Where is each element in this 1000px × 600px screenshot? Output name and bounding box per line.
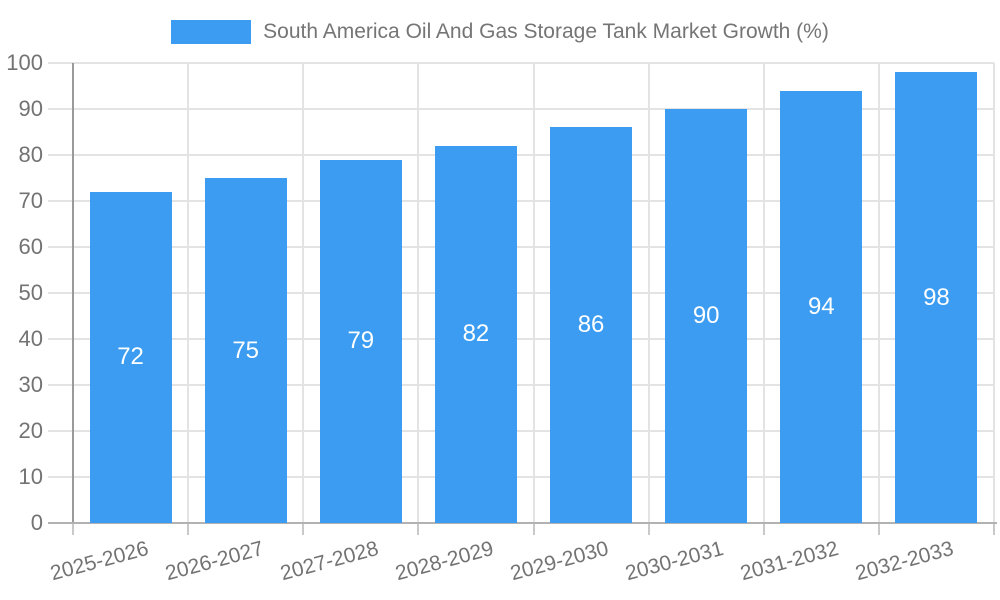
v-gridline <box>187 63 190 523</box>
x-axis-tick <box>302 524 305 535</box>
x-axis-tick <box>187 524 190 535</box>
h-gridline <box>48 200 994 202</box>
y-tick-label: 0 <box>30 510 43 535</box>
bar-value-label: 82 <box>462 320 490 348</box>
y-tick-label: 60 <box>18 234 43 259</box>
y-tick-label: 20 <box>18 418 43 443</box>
h-gridline <box>48 384 994 386</box>
y-tick-label: 40 <box>18 326 43 351</box>
y-tick-label: 30 <box>18 372 43 397</box>
bar-value-label: 98 <box>923 283 950 311</box>
h-gridline <box>48 430 994 432</box>
y-tick-label: 50 <box>18 280 43 305</box>
h-gridline <box>48 154 994 156</box>
v-gridline <box>302 63 305 523</box>
legend-label: South America Oil And Gas Storage Tank M… <box>263 20 829 43</box>
h-gridline <box>48 292 994 294</box>
v-gridline <box>532 63 535 523</box>
h-gridline <box>48 62 994 64</box>
bar-value-label: 75 <box>232 336 260 364</box>
h-gridline <box>48 338 994 340</box>
legend-item[interactable]: South America Oil And Gas Storage Tank M… <box>0 19 1000 45</box>
bar-value-label: 94 <box>807 292 835 320</box>
bar[interactable]: 72 <box>89 191 172 523</box>
x-axis-tick <box>762 524 765 535</box>
y-tick-label: 90 <box>18 96 43 121</box>
v-gridline <box>647 63 650 523</box>
h-gridline <box>48 108 994 110</box>
x-axis-tick <box>532 524 535 535</box>
y-axis-line <box>72 63 74 523</box>
h-gridline <box>48 246 994 248</box>
v-gridline <box>762 63 765 523</box>
bar[interactable]: 82 <box>434 145 517 523</box>
y-tick-label: 80 <box>18 142 43 167</box>
x-axis-tick <box>877 524 880 535</box>
legend-swatch <box>171 20 252 44</box>
x-axis-tick <box>993 524 995 535</box>
y-tick-label: 70 <box>18 188 43 213</box>
y-tick-label: 100 <box>6 50 43 75</box>
bar[interactable]: 90 <box>665 109 748 523</box>
bar[interactable]: 75 <box>204 178 287 523</box>
plot-area: 0 10 20 30 40 50 60 70 80 90 100 72 2025-2026 75 2026-… <box>6 50 997 585</box>
bar[interactable]: 79 <box>319 159 402 523</box>
bar[interactable]: 98 <box>895 72 978 523</box>
v-gridline <box>993 63 995 523</box>
x-axis-tick <box>647 524 650 535</box>
y-tick-label: 10 <box>18 464 43 489</box>
bar-value-label: 90 <box>692 302 720 329</box>
bar-value-label: 72 <box>117 343 144 371</box>
x-axis-tick <box>72 524 74 535</box>
bar-value-label: 79 <box>347 327 375 355</box>
bar-value-label: 86 <box>577 311 605 339</box>
v-gridline <box>877 63 880 523</box>
x-axis-tick <box>417 524 420 535</box>
h-gridline <box>48 476 994 478</box>
v-gridline <box>417 63 420 523</box>
x-axis-line <box>48 522 997 524</box>
bar[interactable]: 86 <box>550 127 633 523</box>
bar[interactable]: 94 <box>780 90 863 523</box>
